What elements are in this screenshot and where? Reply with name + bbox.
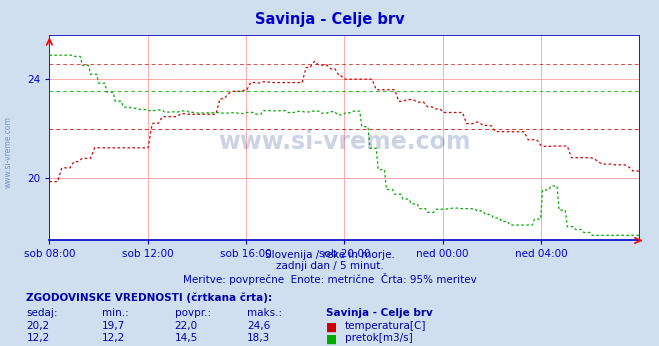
Text: ■: ■ — [326, 321, 337, 334]
Text: Slovenija / reke in morje.: Slovenija / reke in morje. — [264, 250, 395, 260]
Text: ZGODOVINSKE VREDNOSTI (črtkana črta):: ZGODOVINSKE VREDNOSTI (črtkana črta): — [26, 292, 272, 303]
Text: www.si-vreme.com: www.si-vreme.com — [218, 130, 471, 154]
Text: zadnji dan / 5 minut.: zadnji dan / 5 minut. — [275, 261, 384, 271]
Text: Savinja - Celje brv: Savinja - Celje brv — [254, 12, 405, 27]
Text: www.si-vreme.com: www.si-vreme.com — [3, 116, 13, 188]
Text: ■: ■ — [326, 333, 337, 346]
Text: 12,2: 12,2 — [102, 333, 125, 343]
Text: 19,7: 19,7 — [102, 321, 125, 331]
Text: Savinja - Celje brv: Savinja - Celje brv — [326, 308, 433, 318]
Text: 22,0: 22,0 — [175, 321, 198, 331]
Text: 14,5: 14,5 — [175, 333, 198, 343]
Text: 20,2: 20,2 — [26, 321, 49, 331]
Text: sedaj:: sedaj: — [26, 308, 58, 318]
Text: 18,3: 18,3 — [247, 333, 270, 343]
Text: maks.:: maks.: — [247, 308, 282, 318]
Text: Meritve: povprečne  Enote: metrične  Črta: 95% meritev: Meritve: povprečne Enote: metrične Črta:… — [183, 273, 476, 285]
Text: 12,2: 12,2 — [26, 333, 49, 343]
Text: pretok[m3/s]: pretok[m3/s] — [345, 333, 413, 343]
Text: min.:: min.: — [102, 308, 129, 318]
Text: 24,6: 24,6 — [247, 321, 270, 331]
Text: povpr.:: povpr.: — [175, 308, 211, 318]
Text: temperatura[C]: temperatura[C] — [345, 321, 426, 331]
